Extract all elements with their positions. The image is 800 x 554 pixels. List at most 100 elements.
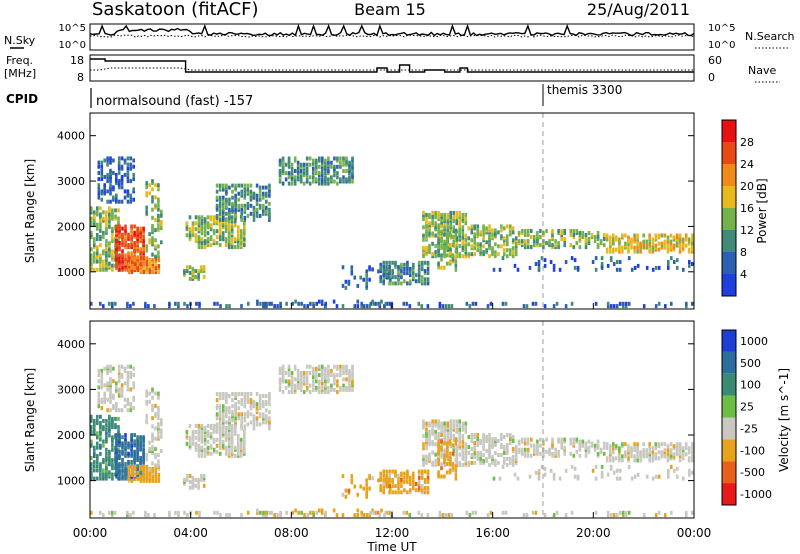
data-cell (612, 513, 616, 518)
xtick-label: 16:00 (475, 526, 510, 540)
data-cell (342, 371, 345, 375)
data-cell (278, 177, 282, 182)
data-cell (230, 237, 234, 242)
data-cell (225, 304, 228, 309)
data-cell (320, 508, 324, 513)
data-cell (503, 451, 506, 455)
data-cell (455, 210, 458, 215)
data-cell (309, 510, 312, 515)
data-cell (486, 304, 490, 309)
data-cell (102, 476, 105, 481)
data-cell (124, 243, 127, 247)
data-cell (666, 243, 670, 248)
data-cell (434, 221, 437, 226)
data-cell (446, 433, 449, 438)
data-cell (570, 256, 574, 261)
data-cell (240, 211, 243, 216)
data-cell (449, 227, 452, 232)
data-cell (215, 422, 219, 427)
data-cell (154, 474, 158, 479)
data-cell (105, 222, 108, 227)
data-cell (609, 239, 612, 244)
data-cell (506, 443, 509, 447)
data-cell (215, 404, 219, 409)
data-cell (90, 257, 93, 262)
data-cell (243, 215, 247, 220)
data-cell (90, 466, 93, 471)
data-cell (99, 468, 102, 473)
data-cell (691, 237, 694, 242)
data-cell (270, 301, 273, 306)
data-cell (126, 408, 130, 413)
data-cell (224, 227, 228, 232)
data-cell (615, 260, 619, 264)
data-cell (93, 245, 96, 250)
data-cell (440, 425, 443, 430)
data-cell (240, 437, 243, 442)
data-cell (191, 221, 195, 226)
data-cell (506, 224, 509, 229)
data-cell (446, 456, 449, 461)
data-cell (530, 229, 533, 233)
data-cell (151, 236, 154, 241)
data-cell (99, 224, 102, 229)
data-cell (109, 175, 112, 179)
freq-left-label-1: Freq. (6, 54, 33, 67)
data-cell (434, 254, 437, 259)
data-cell (145, 244, 148, 249)
data-cell (615, 456, 618, 461)
data-cell (268, 510, 271, 515)
data-cell (681, 237, 685, 242)
data-cell (194, 477, 197, 482)
data-cell (132, 366, 135, 371)
data-cell (602, 445, 606, 450)
data-cell (200, 477, 203, 482)
data-cell (102, 210, 105, 215)
data-cell (420, 304, 424, 309)
data-cell (160, 420, 163, 425)
data-cell (99, 235, 102, 239)
data-cell (115, 402, 118, 406)
data-cell (243, 439, 246, 444)
data-cell (154, 447, 157, 451)
data-cell (572, 441, 576, 446)
data-cell (351, 166, 354, 171)
data-cell (434, 462, 437, 467)
data-cell (111, 263, 114, 268)
data-cell (315, 510, 318, 515)
data-cell (111, 447, 114, 452)
data-cell (121, 470, 124, 475)
data-cell (118, 435, 121, 440)
data-cell (123, 368, 127, 373)
data-cell (142, 447, 145, 452)
data-cell (351, 158, 354, 163)
data-cell (302, 171, 306, 176)
data-cell (117, 368, 121, 373)
data-cell (157, 187, 160, 192)
data-cell (228, 185, 231, 190)
data-cell (234, 392, 237, 396)
data-cell (444, 304, 448, 309)
data-cell (587, 439, 591, 444)
data-cell (379, 267, 382, 271)
data-cell (118, 464, 121, 469)
data-cell (209, 235, 213, 240)
data-cell (371, 299, 374, 304)
data-cell (281, 364, 285, 369)
data-cell (247, 510, 250, 515)
data-cell (365, 492, 368, 497)
data-cell (281, 366, 285, 371)
data-cell (103, 175, 106, 179)
data-cell (243, 237, 246, 242)
data-cell (458, 252, 461, 257)
data-cell (191, 267, 195, 272)
data-cell (448, 451, 452, 456)
data-cell (458, 438, 461, 443)
data-cell (397, 271, 400, 276)
data-cell (605, 458, 609, 463)
data-cell (258, 422, 262, 427)
data-cell (287, 160, 291, 165)
data-cell (688, 472, 691, 477)
data-cell (240, 398, 243, 403)
data-cell (262, 191, 265, 196)
